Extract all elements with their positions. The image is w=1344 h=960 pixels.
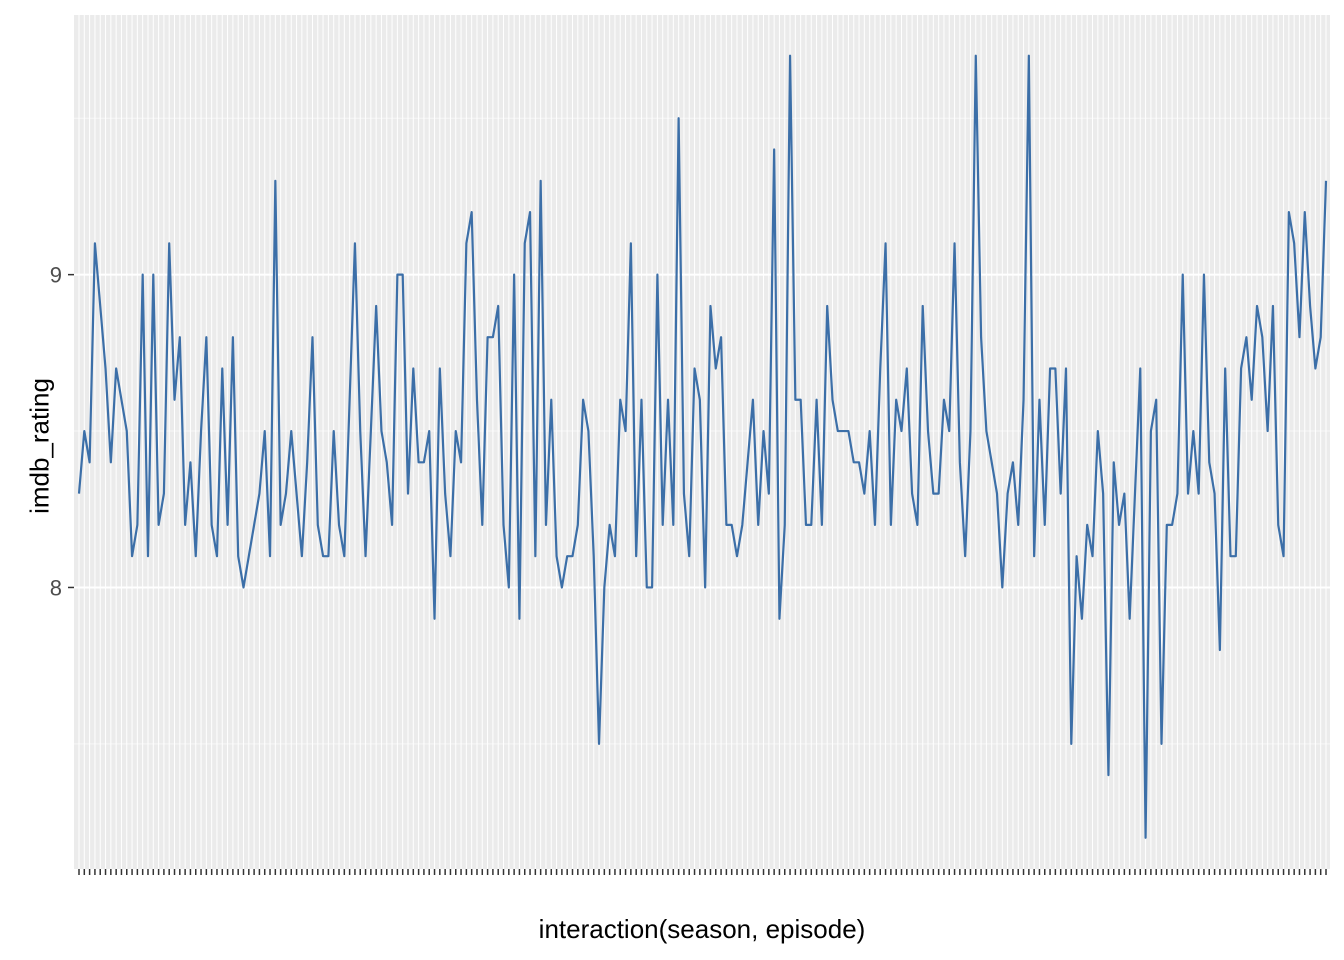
x-axis-title: interaction(season, episode) [538,914,866,944]
y-axis: 89 [50,263,74,600]
y-axis-title: imdb_rating [24,378,55,514]
x-axis [78,869,1327,875]
y-tick-label: 8 [50,575,62,600]
series-line [77,54,1328,839]
y-tick-label: 9 [50,263,62,288]
